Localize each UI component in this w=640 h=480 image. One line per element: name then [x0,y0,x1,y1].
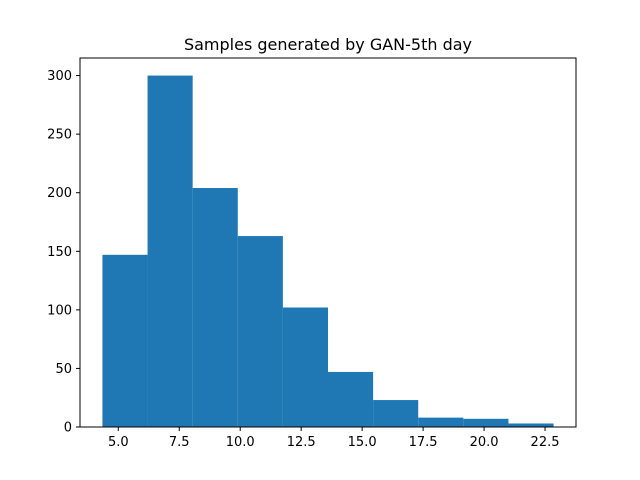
histogram-bar [463,418,509,427]
chart-title: Samples generated by GAN-5th day [184,35,472,54]
y-tick-label: 100 [47,303,72,318]
x-axis: 5.0 7.5 10.0 12.5 15.0 17.5 20.0 22.5 [108,427,560,450]
histogram-bar [237,236,283,427]
x-tick-label: 5.0 [108,435,129,450]
histogram-bar [508,423,554,427]
histogram-bar [192,188,238,427]
y-tick-label: 0 [64,421,72,436]
histogram-bar [328,371,374,427]
histogram-bars [102,75,554,428]
histogram-bar [418,417,464,427]
histogram-bar [373,400,419,427]
x-tick-label: 10.0 [226,435,255,450]
x-tick-label: 17.5 [409,435,438,450]
histogram-bar [282,307,328,427]
histogram-bar [102,254,148,427]
histogram-bar [147,75,193,428]
x-tick-label: 15.0 [348,435,377,450]
x-tick-label: 20.0 [470,435,499,450]
x-tick-label: 7.5 [169,435,190,450]
y-tick-label: 200 [47,186,72,201]
y-tick-label: 250 [47,128,72,143]
plot-frame [79,57,577,428]
y-tick-label: 50 [55,362,72,377]
y-tick-label: 300 [47,69,72,84]
y-tick-label: 150 [47,245,72,260]
x-tick-label: 12.5 [287,435,316,450]
y-axis: 0 50 100 150 200 250 300 [47,69,80,436]
x-tick-label: 22.5 [531,435,560,450]
